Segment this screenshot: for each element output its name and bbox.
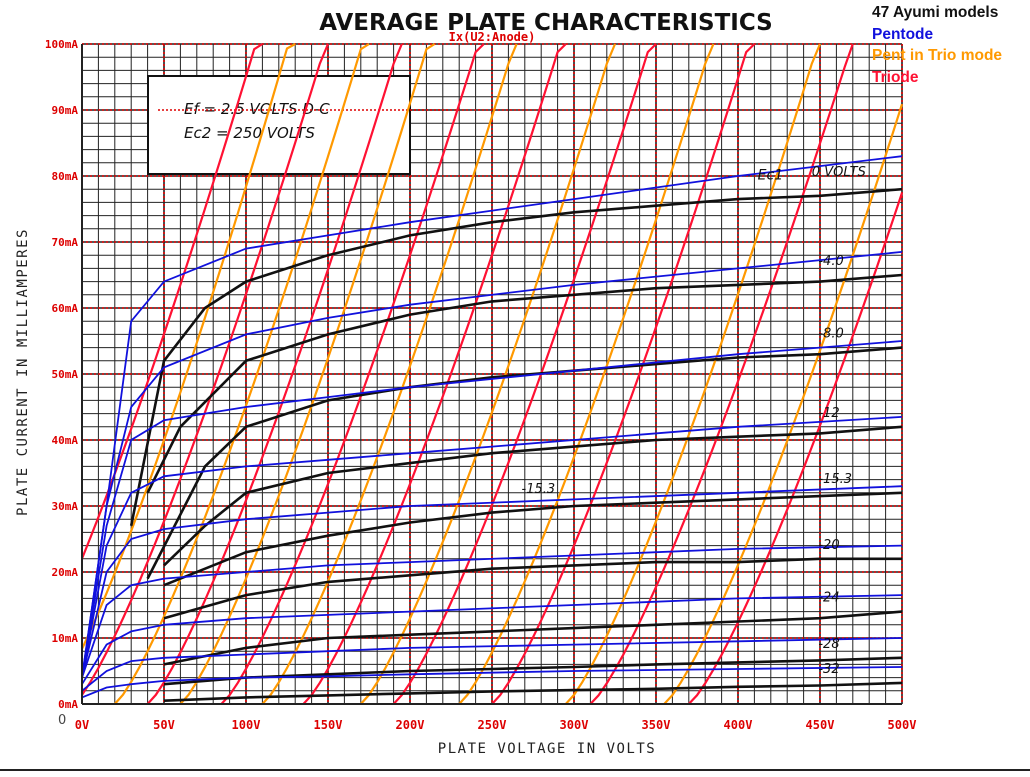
triode-curve	[146, 43, 403, 705]
y-axis-label: PLATE CURRENT IN MILLIAMPERES	[15, 228, 31, 516]
datasheet-curve	[163, 656, 903, 686]
x-tick-label: 0V	[75, 718, 89, 732]
x-tick-label: 100V	[232, 718, 261, 732]
curve-label: -20	[818, 538, 839, 553]
pent-trio-curve	[261, 43, 518, 705]
curve-label: -8.0	[818, 327, 843, 342]
x-axis-label: PLATE VOLTAGE IN VOLTS	[438, 741, 656, 757]
x-tick-label: 450V	[806, 718, 835, 732]
datasheet-curve	[163, 610, 903, 666]
x-tick-label: 150V	[314, 718, 343, 732]
y-tick-label: 20mA	[52, 566, 79, 579]
y-tick-label: 40mA	[52, 434, 79, 447]
pentode-curve	[81, 485, 903, 678]
pent-trio-curve	[179, 43, 436, 705]
pentode-curve	[81, 155, 903, 678]
pentode-curve	[81, 544, 903, 678]
pentode-curve	[81, 251, 903, 678]
triode-curve	[491, 43, 756, 705]
x-tick-label: 50V	[153, 718, 175, 732]
pentode-curve	[81, 637, 903, 692]
triode-curve	[687, 192, 904, 705]
legend-item-pent-trio: Pent in Trio mode	[872, 47, 1003, 64]
series	[81, 155, 903, 702]
pentode-curve	[81, 416, 903, 678]
y-tick-label: 100mA	[45, 38, 78, 51]
y-axis: 0mA 10mA 20mA 30mA 40mA 50mA 60mA 70mA 80mA 90mA 1…	[45, 38, 78, 711]
y-tick-label: 70mA	[52, 236, 79, 249]
triode-curve	[220, 43, 485, 705]
legend-item-triode: Triode	[872, 68, 919, 86]
y-tick-label: 80mA	[52, 170, 79, 183]
triode-curve	[392, 43, 657, 705]
x-tick-label: 500V	[888, 718, 917, 732]
datasheet-curve	[163, 557, 902, 620]
curve-label: -24	[818, 591, 839, 606]
triode-curve	[81, 43, 330, 696]
curve-label: -12	[818, 406, 839, 421]
conditions-box	[147, 75, 411, 175]
legend-title: 47 Ayumi models	[872, 4, 999, 21]
ec1-label: Ec1	[758, 167, 783, 183]
x-tick-label: 350V	[642, 718, 671, 732]
y-tick-label: 10mA	[52, 632, 79, 645]
pent-trio-curve	[81, 43, 296, 650]
chart-title: AVERAGE PLATE CHARACTERISTICS	[319, 10, 772, 36]
y-tick-label: 50mA	[52, 368, 79, 381]
origin-label: 0	[58, 713, 66, 728]
pentode-curve	[81, 594, 903, 685]
pentode-curve	[81, 340, 903, 678]
datasheet-curve	[163, 491, 903, 587]
datasheet-curve	[163, 681, 903, 702]
curve-label: -32	[818, 662, 839, 677]
pentode-curve	[81, 666, 903, 699]
triode-curve	[302, 43, 567, 705]
datasheet-curve	[146, 346, 903, 580]
triode-families	[80, 43, 904, 705]
x-axis: 0V 50V 100V 150V 200V 250V 300V 350V 400V 450V 500…	[75, 718, 917, 732]
curve-label-15-3: -15.3	[522, 482, 556, 497]
curve-label: -28	[818, 637, 839, 652]
y-tick-label: 60mA	[52, 302, 79, 315]
y-tick-label: 30mA	[52, 500, 79, 513]
pent-trio-curve	[458, 43, 715, 705]
y-tick-label: 90mA	[52, 104, 79, 117]
pent-trio-curve	[113, 43, 370, 705]
pent-trio-curve	[564, 43, 822, 705]
x-tick-label: 400V	[724, 718, 753, 732]
chart-subtitle: Ix(U2:Anode)	[449, 30, 536, 44]
bottom-rule	[0, 769, 1030, 771]
datasheet-curve	[129, 187, 903, 527]
y-tick-label: 0mA	[58, 698, 78, 711]
x-tick-label: 200V	[396, 718, 425, 732]
curve-label-zero: 0 VOLTS	[812, 165, 866, 180]
datasheet-curve	[163, 425, 903, 567]
datasheet-curve	[146, 273, 903, 494]
condition-screen: Ec2 = 250 VOLTS	[184, 124, 315, 142]
pent-trio-curve	[663, 103, 904, 705]
x-tick-label: 250V	[478, 718, 507, 732]
legend-item-pentode: Pentode	[872, 25, 934, 43]
x-tick-label: 300V	[560, 718, 589, 732]
legend: 47 Ayumi models Pentode Pent in Trio mod…	[872, 2, 1002, 88]
pent-trio-curve	[359, 43, 617, 705]
condition-filament: Ef = 2.5 VOLTS D-C	[184, 100, 330, 118]
curve-label: -15.3	[818, 472, 852, 487]
curve-label: -4.0	[818, 254, 843, 269]
triode-curve	[589, 43, 854, 705]
